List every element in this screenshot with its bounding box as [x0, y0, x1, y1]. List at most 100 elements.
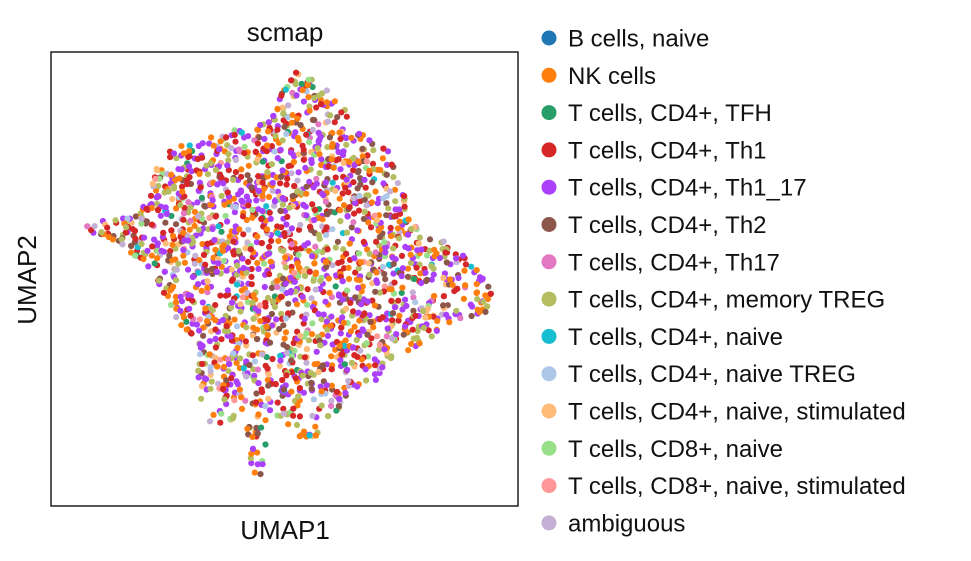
data-point	[291, 269, 298, 277]
data-point	[383, 171, 390, 178]
data-point	[293, 69, 300, 76]
data-point	[243, 216, 250, 224]
data-point	[264, 294, 272, 301]
data-point	[295, 169, 302, 176]
data-point	[248, 281, 255, 288]
data-point	[279, 376, 286, 384]
data-point	[353, 336, 360, 344]
data-point	[340, 246, 347, 253]
data-point	[376, 234, 383, 241]
data-point	[298, 80, 305, 87]
data-point	[154, 206, 162, 214]
data-point	[398, 273, 405, 280]
data-point	[366, 250, 373, 257]
data-point	[372, 188, 379, 195]
data-point	[384, 148, 392, 155]
data-point	[316, 151, 323, 158]
data-point	[428, 262, 435, 270]
data-point	[238, 405, 246, 412]
legend-marker	[541, 142, 557, 158]
data-point	[237, 301, 244, 308]
data-point	[323, 382, 330, 389]
data-point	[255, 134, 263, 141]
data-point	[440, 238, 447, 245]
data-point	[284, 113, 291, 121]
data-point	[282, 280, 289, 287]
data-point	[138, 240, 145, 248]
data-point	[279, 137, 286, 144]
data-point	[320, 192, 327, 199]
data-point	[233, 281, 241, 288]
data-point	[337, 357, 344, 364]
data-point	[316, 337, 323, 344]
data-point	[348, 134, 355, 141]
data-point	[215, 380, 222, 387]
data-point	[166, 252, 173, 259]
data-point	[485, 283, 492, 290]
data-point	[179, 183, 186, 190]
data-point	[230, 176, 237, 183]
data-point	[357, 259, 364, 266]
data-point	[212, 335, 219, 342]
data-point	[387, 233, 395, 240]
data-point	[317, 101, 325, 108]
data-point	[144, 247, 151, 254]
data-point	[278, 173, 285, 180]
data-point	[409, 289, 416, 296]
data-point	[224, 218, 231, 225]
data-point	[301, 242, 308, 249]
data-point	[186, 226, 193, 233]
data-point	[299, 372, 306, 379]
data-point	[275, 237, 282, 245]
data-point	[343, 305, 350, 312]
data-point	[268, 284, 275, 291]
data-point	[390, 270, 397, 277]
data-point	[278, 224, 285, 231]
data-point	[250, 315, 257, 322]
data-point	[177, 201, 184, 209]
data-point	[280, 322, 287, 329]
data-point	[258, 215, 265, 223]
data-point	[274, 399, 281, 406]
data-point	[255, 187, 262, 195]
data-point	[239, 198, 246, 205]
data-point	[141, 234, 148, 241]
data-point	[294, 402, 301, 409]
data-point	[288, 357, 295, 364]
data-point	[252, 399, 259, 406]
data-point	[262, 417, 269, 424]
legend-label: T cells, CD4+, TFH	[568, 100, 772, 127]
data-point	[238, 129, 245, 136]
data-point	[284, 175, 291, 182]
data-point	[390, 260, 397, 267]
data-point	[307, 223, 314, 230]
data-point	[236, 226, 243, 233]
data-point	[359, 145, 366, 152]
data-point	[322, 259, 329, 266]
data-point	[219, 385, 227, 393]
data-point	[383, 212, 390, 219]
data-point	[230, 238, 237, 245]
data-point	[195, 142, 202, 150]
data-point	[288, 149, 295, 156]
data-point	[131, 227, 139, 234]
data-point	[309, 253, 316, 260]
data-point	[388, 286, 395, 293]
data-point	[274, 277, 281, 284]
data-point	[160, 289, 168, 296]
data-point	[197, 184, 204, 191]
data-point	[410, 294, 417, 301]
data-point	[376, 289, 383, 296]
data-point	[251, 358, 258, 365]
data-point	[368, 199, 375, 206]
data-point	[300, 268, 307, 275]
data-point	[374, 333, 381, 340]
data-point	[195, 213, 202, 220]
data-point	[323, 318, 330, 325]
legend-marker	[541, 105, 557, 121]
data-point	[424, 305, 431, 313]
data-point	[318, 156, 325, 163]
data-point	[281, 335, 288, 342]
legend-item: NK cells	[541, 63, 656, 90]
data-point	[294, 115, 301, 122]
